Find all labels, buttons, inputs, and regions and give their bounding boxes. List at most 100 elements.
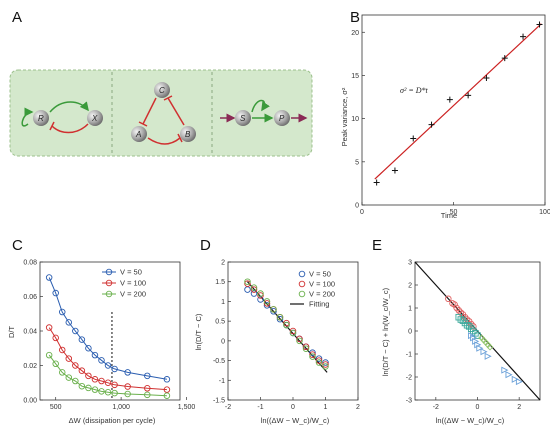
node-s-label: S <box>240 114 246 123</box>
chart-e-point <box>470 327 477 335</box>
repression-b-c <box>167 97 185 126</box>
chart-e-point <box>470 323 477 330</box>
x-tick-label: 1,500 <box>178 404 196 411</box>
x-tick-label: 50 <box>450 209 458 216</box>
chart-c-point <box>72 327 79 335</box>
y-tick-label: 1.5 <box>215 279 225 286</box>
chart-d-point <box>322 363 329 370</box>
y-tick-label: 3 <box>408 260 412 267</box>
chart-b-point <box>465 92 472 99</box>
chart-d-legend-label: V = 50 <box>309 270 331 279</box>
x-tick-label: 0 <box>476 404 480 411</box>
chart-c-point <box>52 360 59 368</box>
chart-d-point <box>283 319 290 327</box>
chart-d-point <box>270 308 277 315</box>
chart-c-series-line <box>48 277 167 380</box>
chart-e-point <box>480 348 488 356</box>
chart-c-point <box>78 336 86 343</box>
y-tick-label: -2 <box>406 375 412 382</box>
chart-c-legend-marker <box>105 268 113 276</box>
node-x <box>87 110 103 126</box>
x-tick-label: 2 <box>356 404 360 411</box>
chart-b-point <box>410 135 417 142</box>
repression-bar-b-c <box>163 95 173 101</box>
chart-c: 500 1,000 1,500 0.00 0.02 0.04 0.06 0.08 V = 50 V… <box>23 260 195 412</box>
chart-c-point <box>163 392 171 399</box>
chart-c-point <box>124 369 131 376</box>
chart-d-point <box>289 327 297 335</box>
chart-c-point <box>104 388 112 396</box>
chart-d-point <box>315 357 323 364</box>
y-tick-label: -0.5 <box>213 358 225 365</box>
chart-c-point <box>65 374 73 381</box>
chart-d-point <box>296 337 303 345</box>
chart-b-fit-line <box>374 23 542 180</box>
chart-c-series-line <box>48 354 167 397</box>
chart-d-point <box>309 351 316 358</box>
chart-e-point <box>445 295 452 303</box>
chart-d-legend-marker <box>298 290 306 298</box>
chart-e-point <box>463 322 471 329</box>
chart-c-legend-marker <box>105 290 113 298</box>
chart-c-point <box>65 319 73 326</box>
chart-c-point <box>45 324 53 331</box>
node-r-label: R <box>38 114 44 123</box>
chart-c-point <box>85 384 92 392</box>
y-tick-label: -3 <box>406 398 412 405</box>
motif-background <box>9 69 313 157</box>
chart-e-point <box>455 313 463 321</box>
chart-c-ylabel: D/T <box>7 326 16 339</box>
x-tick-label: 2 <box>517 404 521 411</box>
chart-b-equation: σ² = D*t <box>400 86 429 95</box>
chart-c-point <box>52 334 59 342</box>
chart-d-point <box>322 359 329 366</box>
x-tick-label: -2 <box>433 404 439 411</box>
y-tick-label: 15 <box>351 73 359 80</box>
chart-d-xlabel: ln((ΔW − W_c)/W_c) <box>261 416 330 425</box>
chart-d-legend-marker <box>298 280 306 288</box>
y-tick-label: 0.5 <box>215 319 225 326</box>
panel-e-label: E <box>372 237 382 254</box>
repression-arrow-xr <box>51 123 89 134</box>
chart-b-point <box>428 121 435 128</box>
y-tick-label: 5 <box>355 159 359 166</box>
chart-d-point <box>289 329 297 337</box>
chart-c-point <box>111 381 118 389</box>
y-tick-label: 0 <box>221 338 225 345</box>
chart-b-point <box>391 167 398 174</box>
panel-d-label: D <box>200 237 211 254</box>
chart-c-point <box>45 274 53 281</box>
chart-b-point <box>483 75 490 82</box>
chart-c-point <box>72 362 79 369</box>
chart-d-point <box>315 355 323 362</box>
chart-e-xlabel: ln((ΔW − W_c)/W_c) <box>436 416 505 425</box>
y-tick-label: -1.5 <box>213 398 225 405</box>
chart-c-legend-marker <box>105 279 113 287</box>
chart-d-legend-label: V = 200 <box>309 290 335 299</box>
chart-d-point <box>302 345 310 352</box>
node-c <box>154 82 170 98</box>
chart-d-point <box>283 321 290 329</box>
y-tick-label: -1 <box>219 378 225 385</box>
x-tick-label: -1 <box>257 404 263 411</box>
chart-c-point <box>78 367 86 374</box>
chart-d-point <box>263 302 271 309</box>
x-tick-label: 100 <box>539 209 550 216</box>
chart-d-point <box>244 278 251 285</box>
chart-c-point <box>58 346 66 354</box>
chart-c-xlabel: ΔW (dissipation per cycle) <box>69 416 156 425</box>
y-tick-label: 1 <box>221 299 225 306</box>
chart-c-point <box>98 388 105 395</box>
chart-b: 0 50 100 0 5 10 15 20 <box>351 14 550 216</box>
chart-d-point <box>296 335 303 343</box>
y-tick-label: -1 <box>406 352 412 359</box>
chart-c-point <box>104 362 112 369</box>
chart-d-point <box>257 290 264 297</box>
chart-d-point <box>263 298 271 305</box>
chart-c-point <box>91 376 99 383</box>
chart-d-point <box>263 300 271 307</box>
chart-c-series-line <box>48 327 167 391</box>
node-a-label: A <box>135 130 141 139</box>
chart-d-point <box>257 292 264 299</box>
x-tick-label: -2 <box>225 404 231 411</box>
